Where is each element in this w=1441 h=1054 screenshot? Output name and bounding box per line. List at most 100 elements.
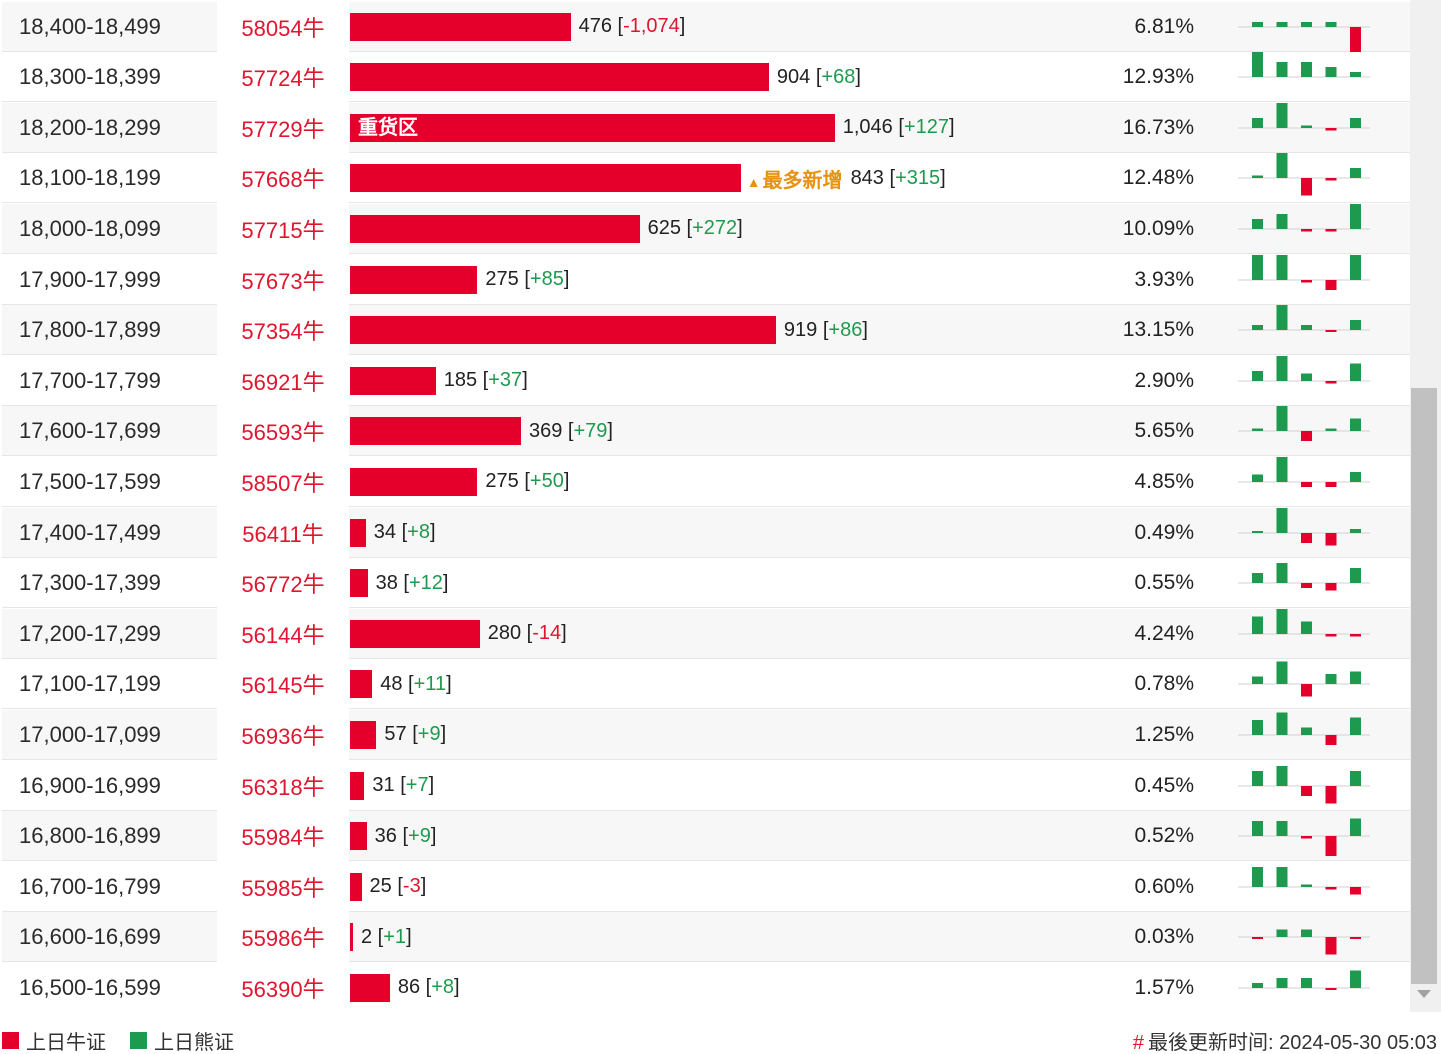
- sparkline-bar: [1301, 373, 1312, 381]
- sparkline-bar: [1252, 821, 1263, 837]
- share-percent: 13.15%: [1122, 318, 1194, 342]
- price-range: 18,300-18,399: [19, 64, 161, 90]
- table-row[interactable]: 18,000-18,099 57715牛 625 [+272] 10.09%: [2, 203, 1410, 254]
- history-sparkline-cell: [1234, 558, 1374, 608]
- warrant-code-link[interactable]: 56144牛: [217, 608, 349, 659]
- history-sparkline-cell: [1234, 355, 1374, 406]
- share-percent: 5.65%: [1134, 419, 1194, 443]
- outstanding-bar-cell: 2 [+1]: [350, 912, 1090, 962]
- warrant-code-link[interactable]: 55985牛: [217, 861, 349, 912]
- warrant-code-link[interactable]: 57715牛: [217, 203, 349, 254]
- table-row[interactable]: 16,500-16,599 56390牛 86 [+8] 1.57%: [2, 962, 1410, 1012]
- share-percent: 0.60%: [1134, 874, 1194, 898]
- outstanding-bar: [350, 822, 367, 851]
- outstanding-bar: [350, 366, 436, 395]
- table-row[interactable]: 17,700-17,799 56921牛 185 [+37] 2.90%: [2, 355, 1410, 406]
- outstanding-bar: [350, 923, 353, 952]
- sparkline-bar: [1325, 785, 1337, 803]
- bear-swatch-icon: [130, 1032, 147, 1049]
- sparkline-bar: [1276, 254, 1288, 280]
- sparkline-bar: [1325, 532, 1337, 545]
- warrant-code-link[interactable]: 57668牛: [217, 153, 349, 204]
- warrant-code-link[interactable]: 57724牛: [217, 52, 349, 103]
- warrant-code-link[interactable]: 56318牛: [217, 760, 349, 811]
- price-range: 17,700-17,799: [19, 367, 161, 393]
- count-value: 275: [485, 470, 519, 493]
- warrant-code-link[interactable]: 56411牛: [217, 507, 349, 558]
- count-value: 904: [776, 65, 811, 88]
- outstanding-count: 57 [+9]: [384, 723, 446, 746]
- vertical-scrollbar[interactable]: [1410, 0, 1441, 1012]
- table-row[interactable]: 17,600-17,699 56593牛 369 [+79] 5.65%: [2, 406, 1410, 457]
- table-row[interactable]: 17,800-17,899 57354牛 919 [+86] 13.15%: [2, 305, 1410, 356]
- bull-bear-distribution-table: 18,400-18,499 58054牛 476 [-1,074] 6.81% 18,3…: [2, 1, 1410, 1012]
- table-row[interactable]: 16,800-16,899 55984牛 36 [+9] 0.52%: [2, 811, 1410, 862]
- table-row[interactable]: 17,300-17,399 56772牛 38 [+12] 0.55%: [2, 558, 1410, 609]
- sparkline-bar: [1325, 21, 1337, 27]
- price-range: 17,000-17,099: [19, 721, 161, 747]
- warrant-code-link[interactable]: 56921牛: [217, 355, 349, 406]
- table-row[interactable]: 17,500-17,599 58507牛 275 [+50] 4.85%: [2, 456, 1410, 507]
- table-row[interactable]: 18,300-18,399 57724牛 904 [+68] 12.93%: [2, 52, 1410, 103]
- bracket-close: ]: [563, 268, 570, 290]
- bracket-open: [: [396, 521, 408, 543]
- outstanding-bar-cell: 重货区 1,046 [+127]: [350, 103, 1090, 153]
- scrollbar-thumb[interactable]: [1411, 388, 1437, 984]
- outstanding-count: 275 [+85]: [485, 268, 569, 291]
- bracket-close: ]: [428, 774, 435, 796]
- bracket-close: ]: [440, 723, 447, 746]
- warrant-code-link[interactable]: 56772牛: [217, 558, 349, 609]
- sparkline-bar: [1276, 866, 1288, 887]
- sparkline-bar: [1350, 168, 1361, 179]
- scroll-down-arrow-icon[interactable]: [1417, 990, 1431, 998]
- sparkline-bar: [1276, 661, 1288, 685]
- table-row[interactable]: 17,000-17,099 56936牛 57 [+9] 1.25%: [2, 709, 1410, 760]
- warrant-code-link[interactable]: 57354牛: [217, 305, 349, 356]
- outstanding-bar-cell: 476 [-1,074]: [350, 2, 1090, 52]
- warrant-code-link[interactable]: 55986牛: [217, 912, 349, 963]
- table-row[interactable]: 16,900-16,999 56318牛 31 [+7] 0.45%: [2, 760, 1410, 811]
- price-range: 17,900-17,999: [19, 266, 161, 292]
- count-change: +272: [692, 217, 738, 240]
- history-sparkline-cell: [1234, 254, 1374, 305]
- bracket-open: [: [402, 672, 414, 695]
- table-row[interactable]: 16,600-16,699 55986牛 2 [+1] 0.03%: [2, 912, 1410, 963]
- outstanding-bar: [350, 63, 769, 92]
- outstanding-bar: [350, 720, 377, 749]
- table-row[interactable]: 18,100-18,199 57668牛 ▲ 最多新增 843 [+315] 12.48%: [2, 153, 1410, 204]
- warrant-code-link[interactable]: 55984牛: [217, 811, 349, 862]
- sparkline-bar: [1325, 330, 1337, 333]
- count-change: +12: [408, 571, 443, 594]
- table-row[interactable]: 17,900-17,999 57673牛 275 [+85] 3.93%: [2, 254, 1410, 305]
- sparkline-bar: [1350, 26, 1361, 52]
- count-change: +68: [821, 65, 856, 88]
- outstanding-count: 38 [+12]: [376, 572, 449, 595]
- count-value: 476: [578, 15, 612, 37]
- outstanding-bar-cell: 275 [+50]: [350, 457, 1090, 507]
- bracket-open: [: [420, 976, 432, 999]
- table-row[interactable]: 18,200-18,299 57729牛 重货区 1,046 [+127] 16.73%: [2, 102, 1410, 153]
- warrant-code-link[interactable]: 58507牛: [217, 456, 349, 507]
- history-sparkline: [1238, 818, 1370, 857]
- share-percent: 16.73%: [1122, 115, 1194, 139]
- sparkline-bar: [1276, 102, 1288, 128]
- warrant-code-link[interactable]: 57673牛: [217, 254, 349, 305]
- price-range: 18,100-18,199: [19, 165, 161, 191]
- outstanding-bar-cell: 919 [+86]: [350, 305, 1090, 355]
- history-sparkline-cell: [1234, 102, 1374, 153]
- table-row[interactable]: 18,400-18,499 58054牛 476 [-1,074] 6.81%: [2, 1, 1410, 52]
- outstanding-bar-cell: 31 [+7]: [350, 761, 1090, 811]
- warrant-code-link[interactable]: 57729牛: [217, 102, 349, 153]
- warrant-code-link[interactable]: 56936牛: [217, 709, 349, 760]
- warrant-code-link[interactable]: 56593牛: [217, 406, 349, 457]
- warrant-code-link[interactable]: 58054牛: [217, 1, 349, 52]
- table-row[interactable]: 17,400-17,499 56411牛 34 [+8] 0.49%: [2, 507, 1410, 558]
- warrant-code-link[interactable]: 56145牛: [217, 659, 349, 710]
- sparkline-bar: [1325, 734, 1337, 745]
- warrant-code-link[interactable]: 56390牛: [217, 962, 349, 1012]
- price-range: 17,200-17,299: [19, 620, 161, 646]
- outstanding-count: 843 [+315]: [851, 167, 946, 190]
- table-row[interactable]: 17,200-17,299 56144牛 280 [-14] 4.24%: [2, 608, 1410, 659]
- table-row[interactable]: 17,100-17,199 56145牛 48 [+11] 0.78%: [2, 659, 1410, 710]
- table-row[interactable]: 16,700-16,799 55985牛 25 [-3] 0.60%: [2, 861, 1410, 912]
